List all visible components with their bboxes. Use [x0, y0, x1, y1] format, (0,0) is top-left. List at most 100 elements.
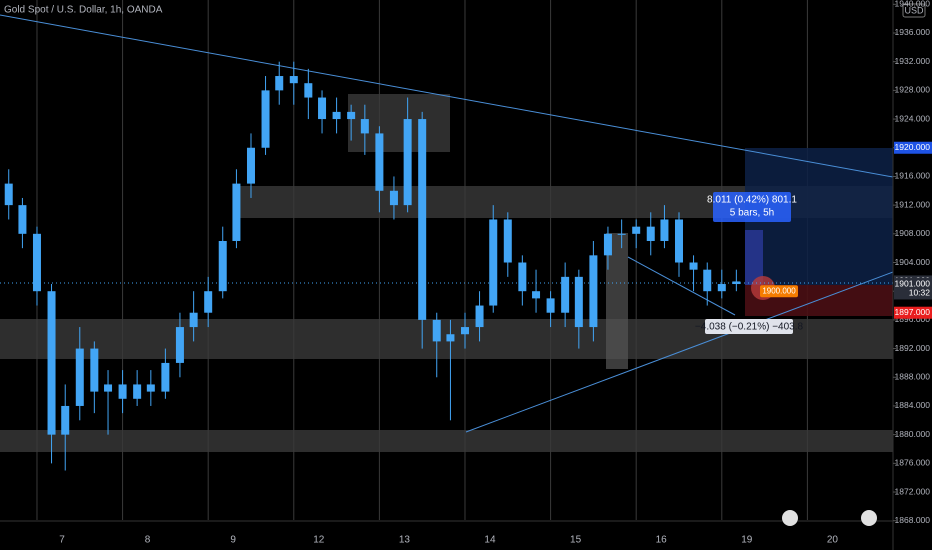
candle-body: [603, 233, 612, 256]
measure-box: [745, 230, 763, 285]
candle-body: [204, 291, 213, 313]
countdown: 10:32: [909, 288, 931, 298]
candle-body: [546, 298, 555, 313]
candle-body: [47, 291, 56, 435]
candle-body: [561, 276, 570, 313]
candle-body: [589, 255, 598, 328]
event-icon[interactable]: [861, 510, 877, 526]
candle-body: [218, 240, 227, 292]
candle-body: [261, 90, 270, 148]
x-tick-label: 9: [230, 535, 236, 546]
candle-body: [446, 334, 455, 342]
y-tick-label: 1912.000: [895, 199, 931, 209]
measure-text: −4.038 (−0.21%) −403.8: [695, 322, 804, 333]
x-tick-label: 15: [570, 535, 582, 546]
y-tick-label: 1936.000: [895, 27, 931, 37]
y-tick-label: 1868.000: [895, 515, 931, 525]
candle-body: [246, 147, 255, 184]
y-tick-label: 1884.000: [895, 400, 931, 410]
candle-body: [632, 226, 641, 234]
price-axis: [893, 0, 932, 550]
y-tick-label: 1904.000: [895, 257, 931, 267]
measure-text: 8.011 (0.42%) 801.1: [707, 195, 797, 206]
y-tick-label: 1928.000: [895, 85, 931, 95]
candle-body: [403, 119, 412, 206]
y-tick-label: 1880.000: [895, 429, 931, 439]
candle-body: [4, 183, 13, 206]
x-tick-label: 16: [656, 535, 668, 546]
price-tag-label: 1920.000: [895, 142, 931, 152]
y-tick-label: 1892.000: [895, 343, 931, 353]
candle-body: [61, 405, 70, 435]
candle-body: [161, 362, 170, 392]
candle-body: [133, 384, 142, 399]
entry-tag: [760, 285, 798, 298]
y-tick-label: 1932.000: [895, 56, 931, 66]
x-tick-label: 20: [827, 535, 839, 546]
candle-body: [332, 111, 341, 120]
candle-body: [304, 83, 313, 98]
candle-body: [574, 276, 583, 328]
candle-body: [189, 312, 198, 328]
candles: [4, 61, 741, 471]
price-tag-label: 1901.000: [895, 278, 931, 288]
currency[interactable]: USD: [904, 5, 924, 15]
trendline: [0, 14, 894, 178]
y-tick-label: 1888.000: [895, 372, 931, 382]
candle-body: [347, 111, 356, 120]
candle-body: [660, 219, 669, 241]
price-tag-label: 1897.000: [895, 307, 931, 317]
x-tick-label: 19: [741, 535, 753, 546]
y-tick-label: 1876.000: [895, 458, 931, 468]
y-tick-label: 1940.000: [895, 0, 931, 9]
candle-body: [32, 233, 41, 292]
candle-body: [418, 119, 427, 320]
countdown-box: [894, 287, 932, 300]
candle-body: [104, 384, 113, 392]
candle-body: [489, 219, 498, 306]
candle-body: [703, 269, 712, 292]
candle-body: [460, 327, 469, 335]
candle-body: [389, 190, 398, 206]
candle-body: [175, 327, 184, 363]
measure-label: [713, 192, 791, 222]
currency-box: [902, 3, 926, 18]
x-tick-label: 13: [399, 535, 411, 546]
event-icon[interactable]: [782, 510, 798, 526]
trendline: [465, 271, 894, 433]
candle-body: [146, 384, 155, 392]
y-tick-label: 1896.000: [895, 314, 931, 324]
candle-body: [118, 384, 127, 399]
price-tag: [894, 306, 932, 319]
x-tick-label: 14: [484, 535, 496, 546]
candle-body: [503, 219, 512, 263]
candle-body: [674, 219, 683, 263]
candle-body: [617, 233, 626, 235]
candle-body: [732, 281, 741, 285]
chart-title: Gold Spot / U.S. Dollar, 1h, OANDA: [4, 5, 163, 16]
y-tick-label: 1872.000: [895, 486, 931, 496]
measure-label: [705, 319, 793, 334]
candle-body: [318, 97, 327, 120]
candle-body: [689, 262, 698, 270]
entry-tag-label: 1900.000: [762, 286, 796, 295]
candle-body: [360, 119, 369, 134]
candle-body: [90, 348, 99, 392]
y-tick-label: 1916.000: [895, 171, 931, 181]
x-tick-label: 7: [59, 535, 65, 546]
zone: [606, 233, 628, 369]
y-tick-label: 1908.000: [895, 228, 931, 238]
x-tick-label: 8: [145, 535, 151, 546]
candle-body: [646, 226, 655, 241]
candle-body: [717, 284, 726, 292]
zone: [0, 430, 893, 452]
candle-body: [75, 348, 84, 406]
price-tag: [894, 278, 932, 291]
candle-body: [275, 76, 284, 91]
x-tick-label: 12: [313, 535, 325, 546]
candle-body: [518, 262, 527, 292]
trendline: [627, 256, 736, 316]
candle-body: [375, 133, 384, 191]
y-tick-label: 1924.000: [895, 113, 931, 123]
